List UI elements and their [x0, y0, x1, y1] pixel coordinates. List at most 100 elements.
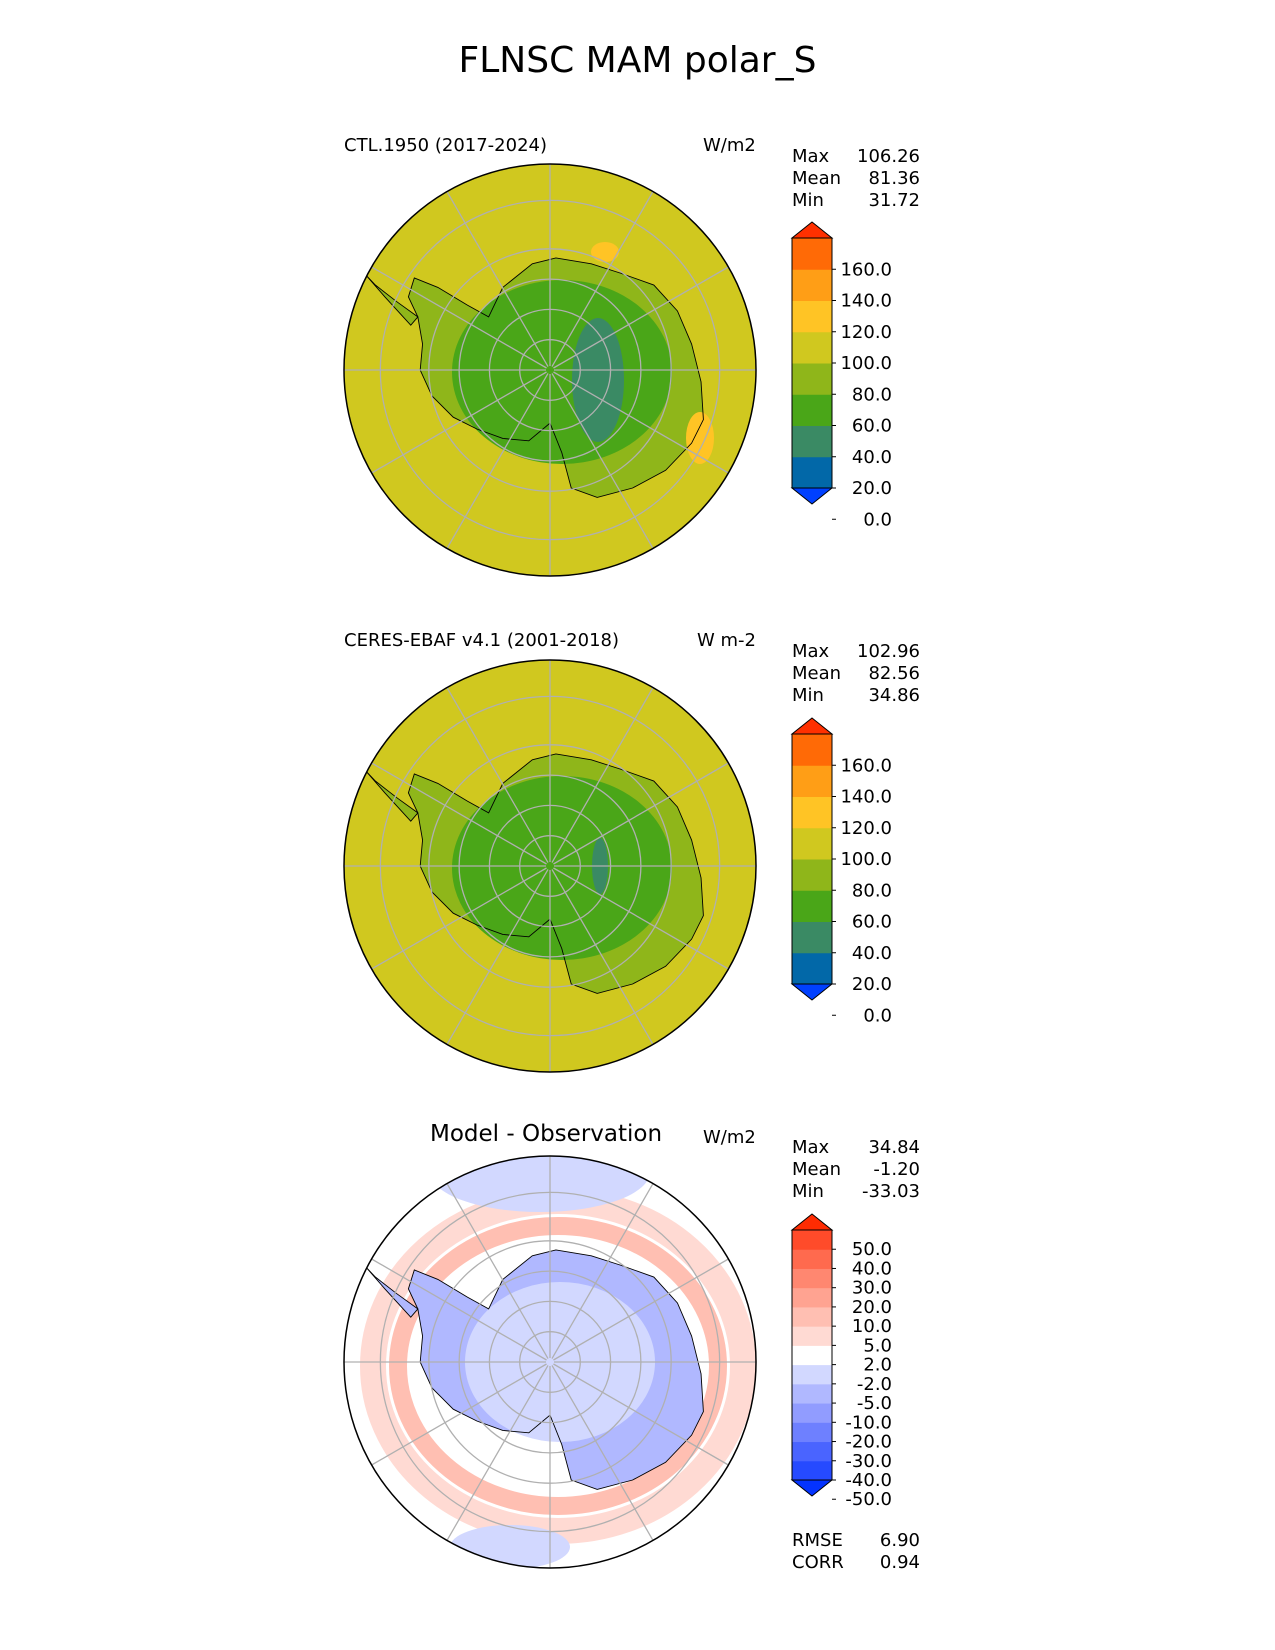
colorbar-extend-high [790, 717, 834, 735]
colorbar-tick-label: 80.0 [852, 880, 892, 901]
colorbar-extend-low [790, 1479, 834, 1497]
meridian-gridline [446, 191, 549, 367]
colorbar-model: 160.0 140.0 120.0 100.0 80.0 60.0 40.0 20.0 0.0 [790, 221, 892, 530]
colorbar-segment [792, 1364, 832, 1385]
map-field [344, 660, 756, 1072]
meridian-gridline [446, 869, 549, 1045]
interior-field [452, 776, 672, 960]
map-boundary [343, 659, 757, 1073]
panel-title-difference: Model - Observation [430, 1121, 663, 1147]
meridian-gridline [371, 762, 547, 865]
colorbar-tick-label: 120.0 [840, 818, 892, 839]
meridian-gridline [553, 266, 729, 369]
meridian-gridline [553, 371, 729, 474]
meridian-gridline [553, 762, 729, 865]
colorbar-segment [792, 859, 832, 891]
colorbar-tick-label: 2.0 [863, 1355, 892, 1376]
colorbar-tick-label: 160.0 [840, 755, 892, 776]
metrics-box-difference: RMSE 6.90 CORR 0.94 [792, 1530, 920, 1574]
stat-label: Mean [792, 663, 842, 684]
peninsula-field [355, 759, 418, 822]
stat-label: Mean [792, 168, 842, 189]
meridian-gridline [551, 373, 654, 549]
low-value-zone [572, 318, 624, 442]
units-label-model: W/m2 [703, 135, 756, 156]
meridian-gridline [551, 869, 654, 1045]
colorbar-segment [792, 300, 832, 333]
stat-label: Min [792, 190, 824, 211]
colorbar-tick-label: -10.0 [845, 1412, 892, 1433]
stat-value: -33.03 [861, 1181, 920, 1202]
stats-box-model: Max 106.26 Mean 81.36 Min 31.72 [792, 146, 920, 212]
colorbar-tick-label: 60.0 [852, 912, 892, 933]
polar-map-model [343, 163, 757, 577]
colorbar-tick-label: 0.0 [863, 509, 892, 530]
colorbar-tick-label: 10.0 [852, 1316, 892, 1337]
meridian-gridline [446, 1365, 549, 1541]
stat-label: Min [792, 1181, 824, 1202]
colorbar-segment [792, 1230, 832, 1250]
colorbar-observation: 160.0 140.0 120.0 100.0 80.0 60.0 40.0 20.0 0.0 [790, 717, 892, 1026]
colorbar-tick-label: 120.0 [840, 322, 892, 343]
colorbar-tick-label: 30.0 [852, 1278, 892, 1299]
colorbar-segment [792, 1383, 832, 1404]
meridian-gridline [446, 687, 549, 863]
colorbar-segment [792, 734, 832, 766]
colorbar-segment [792, 1306, 832, 1327]
stat-value: 34.84 [868, 1137, 920, 1158]
colorbar-tick-label: -40.0 [845, 1470, 892, 1491]
meridian-gridline [551, 1365, 654, 1541]
meridian-gridline [446, 1183, 549, 1359]
meridian-gridline [553, 1258, 729, 1361]
negative-bias-patch [430, 1156, 650, 1212]
colorbar-tick-label: 5.0 [863, 1335, 892, 1356]
colorbar-difference: 50.040.030.020.010.05.02.0-2.0-5.0-10.0-… [790, 1213, 892, 1510]
colorbar-segment [792, 1249, 832, 1269]
colorbar-segment [792, 796, 832, 829]
colorbar-extend-low [790, 983, 834, 1001]
colorbar-segment [792, 952, 832, 985]
stats-box-observation: Max 102.96 Mean 82.56 Min 34.86 [792, 641, 920, 707]
meridian-gridline [371, 371, 547, 474]
meridian-gridline [371, 867, 547, 970]
map-field [344, 1156, 756, 1568]
stat-value: 34.86 [868, 685, 920, 706]
meridian-gridline [553, 867, 729, 970]
colorbar-tick-label: -2.0 [857, 1374, 892, 1395]
colorbar-tick-label: 60.0 [852, 416, 892, 437]
colorbar-tick-label: 100.0 [840, 849, 892, 870]
stat-label: Max [792, 641, 830, 662]
colorbar-tick-label: 40.0 [852, 1258, 892, 1279]
map-boundary [343, 1155, 757, 1569]
meridian-gridline [446, 373, 549, 549]
stat-label: Max [792, 146, 830, 167]
colorbar-tick-label: 20.0 [852, 974, 892, 995]
colorbar-segment [792, 1268, 832, 1289]
colorbar-segment [792, 456, 832, 489]
colorbar-segment [792, 921, 832, 954]
peninsula-field [355, 1255, 418, 1318]
map-field [344, 164, 756, 576]
colorbar-tick-label: 140.0 [840, 787, 892, 808]
colorbar-segment [792, 363, 832, 395]
metric-value: 0.94 [879, 1552, 920, 1573]
panel-title-model: CTL.1950 (2017-2024) [344, 135, 548, 156]
colorbar-tick-label: 100.0 [840, 353, 892, 374]
colorbar-segment [792, 1345, 832, 1366]
colorbar-frame [791, 1229, 833, 1481]
stat-value: 31.72 [868, 190, 920, 211]
colorbar-segment [792, 1422, 832, 1443]
units-label-difference: W/m2 [703, 1127, 756, 1148]
stat-value: -1.20 [873, 1159, 920, 1180]
meridian-gridline [551, 1183, 654, 1359]
high-value-patch [591, 242, 619, 262]
stats-box-difference: Max 34.84 Mean -1.20 Min -33.03 [792, 1137, 920, 1203]
colorbar-segment [792, 1460, 832, 1481]
units-label-observation: W m-2 [697, 630, 757, 651]
colorbar-tick-label: 20.0 [852, 1297, 892, 1318]
colorbar-segment [792, 269, 832, 301]
interior-field [452, 280, 672, 464]
colorbar-tick-label: -30.0 [845, 1451, 892, 1472]
meridian-gridline [551, 687, 654, 863]
stat-value: 106.26 [857, 146, 920, 167]
